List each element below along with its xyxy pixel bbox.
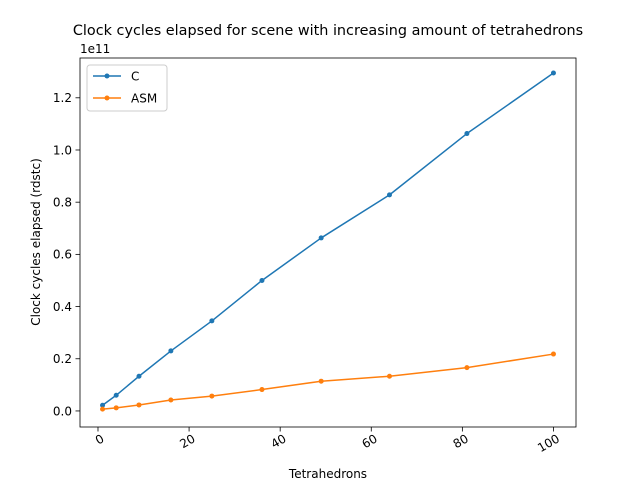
data-point-c	[100, 402, 106, 408]
y-tick-label: 0.8	[53, 195, 72, 209]
y-tick-label: 1.0	[53, 143, 72, 157]
y-axis-ticks: 0.0 0.2 0.4 0.6 0.8 1.0 1.2	[53, 91, 80, 418]
data-point-c	[113, 392, 119, 398]
data-point-asm	[550, 351, 556, 357]
legend-label-asm: ASM	[131, 91, 157, 105]
data-point-asm	[386, 373, 392, 379]
data-point-c	[168, 348, 174, 354]
axes-frame	[79, 57, 577, 428]
data-point-c	[259, 277, 265, 283]
data-point-c	[464, 131, 470, 137]
data-point-c	[550, 70, 556, 76]
x-axis-label: Tetrahedrons	[288, 467, 367, 480]
x-tick-label: 60	[360, 431, 380, 451]
data-point-c	[386, 192, 392, 198]
series-line-c	[102, 72, 554, 406]
series-line-asm	[102, 353, 554, 410]
data-point-asm	[168, 397, 174, 403]
legend-marker-asm	[104, 95, 110, 101]
legend: C ASM	[86, 64, 168, 112]
legend-marker-c	[104, 73, 110, 79]
data-point-asm	[136, 402, 142, 408]
data-point-asm	[259, 387, 265, 393]
data-point-c	[209, 318, 215, 324]
y-tick-label: 0.4	[53, 300, 72, 314]
data-point-asm	[100, 406, 106, 412]
data-point-asm	[318, 378, 324, 384]
legend-label-c: C	[131, 69, 139, 83]
data-point-asm	[464, 365, 470, 371]
data-point-c	[136, 373, 142, 379]
y-tick-label: 0.0	[53, 404, 72, 418]
y-tick-label: 0.2	[53, 352, 72, 366]
x-tick-label: 20	[177, 431, 197, 451]
data-point-asm	[113, 405, 119, 411]
x-tick-label: 80	[451, 431, 471, 451]
x-tick-label: 40	[268, 431, 288, 451]
y-offset-text: 1e11	[80, 42, 110, 56]
data-point-c	[318, 235, 324, 241]
y-tick-label: 0.6	[53, 248, 72, 262]
plot-area	[79, 57, 577, 428]
y-axis-label: Clock cycles elapsed (rdstc)	[29, 158, 43, 326]
data-point-asm	[209, 393, 215, 399]
series-layer	[100, 70, 556, 412]
chart-title: Clock cycles elapsed for scene with incr…	[73, 23, 583, 39]
y-tick-label: 1.2	[53, 91, 72, 105]
